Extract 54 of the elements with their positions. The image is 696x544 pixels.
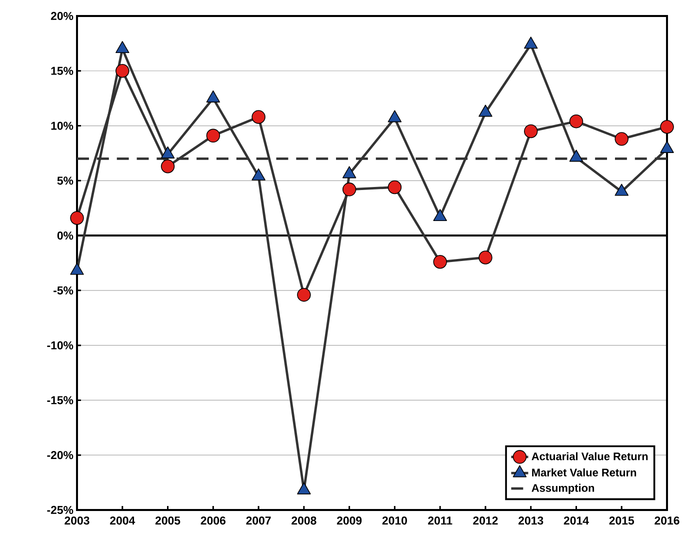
x-tick-label: 2011 — [428, 516, 452, 525]
legend-label: Market Value Return — [532, 468, 636, 476]
point — [569, 150, 584, 162]
x-tick-label: 2013 — [518, 516, 544, 525]
point — [160, 146, 175, 158]
point — [660, 140, 674, 153]
y-tick-label: -10% — [47, 341, 74, 350]
x-tick-label: 2010 — [382, 516, 407, 525]
point — [116, 41, 130, 54]
point — [70, 262, 84, 275]
point — [206, 90, 220, 102]
point — [660, 120, 674, 134]
point — [614, 184, 628, 196]
x-tick-label: 2012 — [473, 516, 498, 525]
point — [524, 36, 538, 49]
point — [433, 255, 447, 269]
point — [478, 104, 492, 117]
x-tick-label: 2004 — [110, 516, 136, 525]
point — [433, 209, 447, 222]
y-tick-label: -5% — [54, 286, 74, 294]
legend-label: Actuarial Value Return — [532, 452, 648, 460]
x-tick-label: 2008 — [292, 516, 316, 525]
point — [160, 160, 175, 174]
point — [478, 250, 492, 264]
x-tick-label: 2003 — [64, 516, 90, 525]
point — [70, 211, 84, 225]
x-tick-label: 2015 — [609, 516, 634, 525]
point — [297, 288, 311, 302]
y-tick-label: 0% — [57, 231, 74, 240]
point — [252, 110, 266, 124]
point — [252, 168, 266, 180]
y-tick-label: 5% — [57, 176, 74, 185]
y-tick-label: 15% — [51, 66, 74, 75]
point — [206, 128, 220, 143]
legend-label: Assumption — [532, 484, 594, 494]
point — [569, 114, 584, 128]
point — [614, 132, 628, 146]
x-tick-label: 2014 — [564, 516, 589, 525]
y-tick-label: 20% — [50, 12, 74, 20]
x-tick-label: 2006 — [200, 516, 226, 525]
point — [388, 110, 402, 122]
x-tick-label: 2005 — [155, 516, 180, 525]
point — [342, 166, 356, 178]
x-tick-label: 2016 — [654, 516, 680, 525]
y-tick-label: -25% — [47, 506, 74, 514]
point — [116, 64, 130, 78]
x-tick-label: 2009 — [336, 516, 362, 525]
y-tick-label: 10% — [51, 122, 74, 130]
point — [524, 124, 538, 138]
point — [388, 180, 402, 194]
x-tick-label: 2007 — [246, 516, 271, 525]
y-tick-label: -20% — [47, 451, 74, 460]
y-tick-label: -15% — [47, 396, 74, 404]
point — [342, 182, 356, 196]
